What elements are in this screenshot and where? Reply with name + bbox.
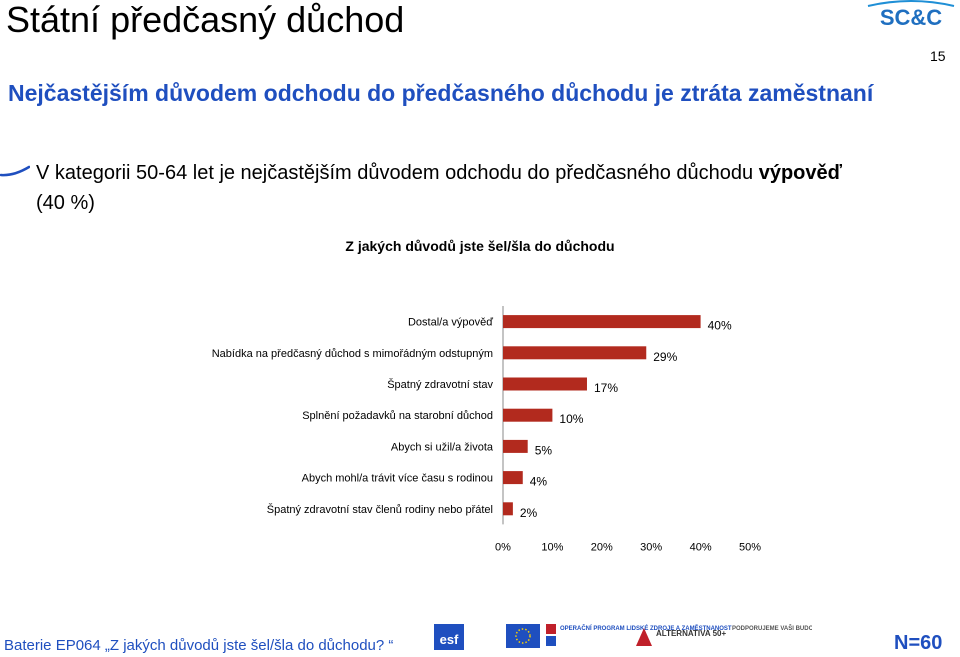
bar	[503, 377, 587, 391]
logo-text: SC&C	[880, 5, 942, 30]
category-label: Abych si užil/a života	[391, 441, 494, 453]
x-tick-label: 20%	[591, 541, 613, 553]
x-tick-label: 50%	[739, 541, 761, 553]
footer-source: Baterie EP064 „Z jakých důvodů jste šel/…	[4, 637, 394, 654]
page-title: Státní předčasný důchod	[6, 0, 405, 40]
data-label: 40%	[708, 319, 732, 333]
bar	[503, 439, 528, 453]
bar	[503, 502, 513, 516]
x-tick-label: 40%	[690, 541, 712, 553]
data-label: 2%	[520, 506, 538, 520]
esf-logo: esf	[434, 624, 464, 650]
category-label: Nabídka na předčasný důchod s mimořádným…	[212, 348, 493, 360]
bullet-point: V kategorii 50-64 let je nejčastějším dů…	[36, 158, 916, 218]
swoosh-bullet-icon	[0, 165, 30, 177]
bullet-text-plain: V kategorii 50-64 let je nejčastějším dů…	[36, 162, 759, 184]
data-label: 29%	[653, 350, 677, 364]
chart-title: Z jakých důvodů jste šel/šla do důchodu	[345, 238, 615, 254]
x-tick-label: 10%	[541, 541, 563, 553]
esfcr-logo: PODPORUJEME VAŠI BUDOUCNOST www.esfcr.cz	[732, 624, 812, 632]
svg-text:PODPORUJEME VAŠI BUDOUCNOST ww: PODPORUJEME VAŠI BUDOUCNOST www.esfcr.cz	[732, 624, 812, 632]
scc-logo: SC&C	[867, 0, 955, 30]
sample-size: N=60	[894, 632, 943, 654]
data-label: 5%	[535, 443, 553, 457]
bar	[503, 315, 701, 329]
category-label: Špatný zdravotní stav	[387, 378, 493, 391]
svg-text:ALTERNATIVA 50+: ALTERNATIVA 50+	[656, 629, 726, 638]
bullet-text-after: (40 %)	[36, 192, 95, 214]
data-label: 17%	[594, 381, 618, 395]
data-label: 10%	[559, 412, 583, 426]
category-label: Abych mohl/a trávit více času s rodinou	[302, 473, 493, 485]
data-label: 4%	[530, 475, 548, 489]
slide-subtitle: Nejčastějším důvodem odchodu do předčasn…	[8, 80, 874, 106]
bar	[503, 408, 553, 422]
bullet-text-bold: výpověď	[758, 162, 843, 184]
bar-chart: Dostal/a výpověď 40% Nabídka na předčasný …	[212, 306, 761, 553]
category-label: Splnění požadavků na starobní důchod	[302, 410, 493, 422]
funding-logos: esf OPERAČNÍ PROGRAM LIDSKÉ ZDROJE A ZAM…	[434, 624, 812, 650]
bar	[503, 471, 523, 485]
category-label: Dostal/a výpověď	[408, 317, 493, 329]
svg-text:esf: esf	[440, 632, 459, 647]
svg-text:OPERAČNÍ PROGRAM LIDSKÉ ZDROJE: OPERAČNÍ PROGRAM LIDSKÉ ZDROJE A ZAMĚSTN…	[560, 624, 732, 632]
op-lz-logo: OPERAČNÍ PROGRAM LIDSKÉ ZDROJE A ZAMĚSTN…	[546, 624, 732, 646]
x-tick-label: 30%	[640, 541, 662, 553]
page-number: 15	[930, 48, 946, 64]
eu-flag-icon	[506, 624, 540, 648]
bar	[503, 346, 647, 360]
alternativa-logo: ALTERNATIVA 50+	[636, 628, 726, 646]
category-label: Špatný zdravotní stav členů rodiny nebo …	[267, 503, 493, 516]
x-tick-label: 0%	[495, 541, 511, 553]
